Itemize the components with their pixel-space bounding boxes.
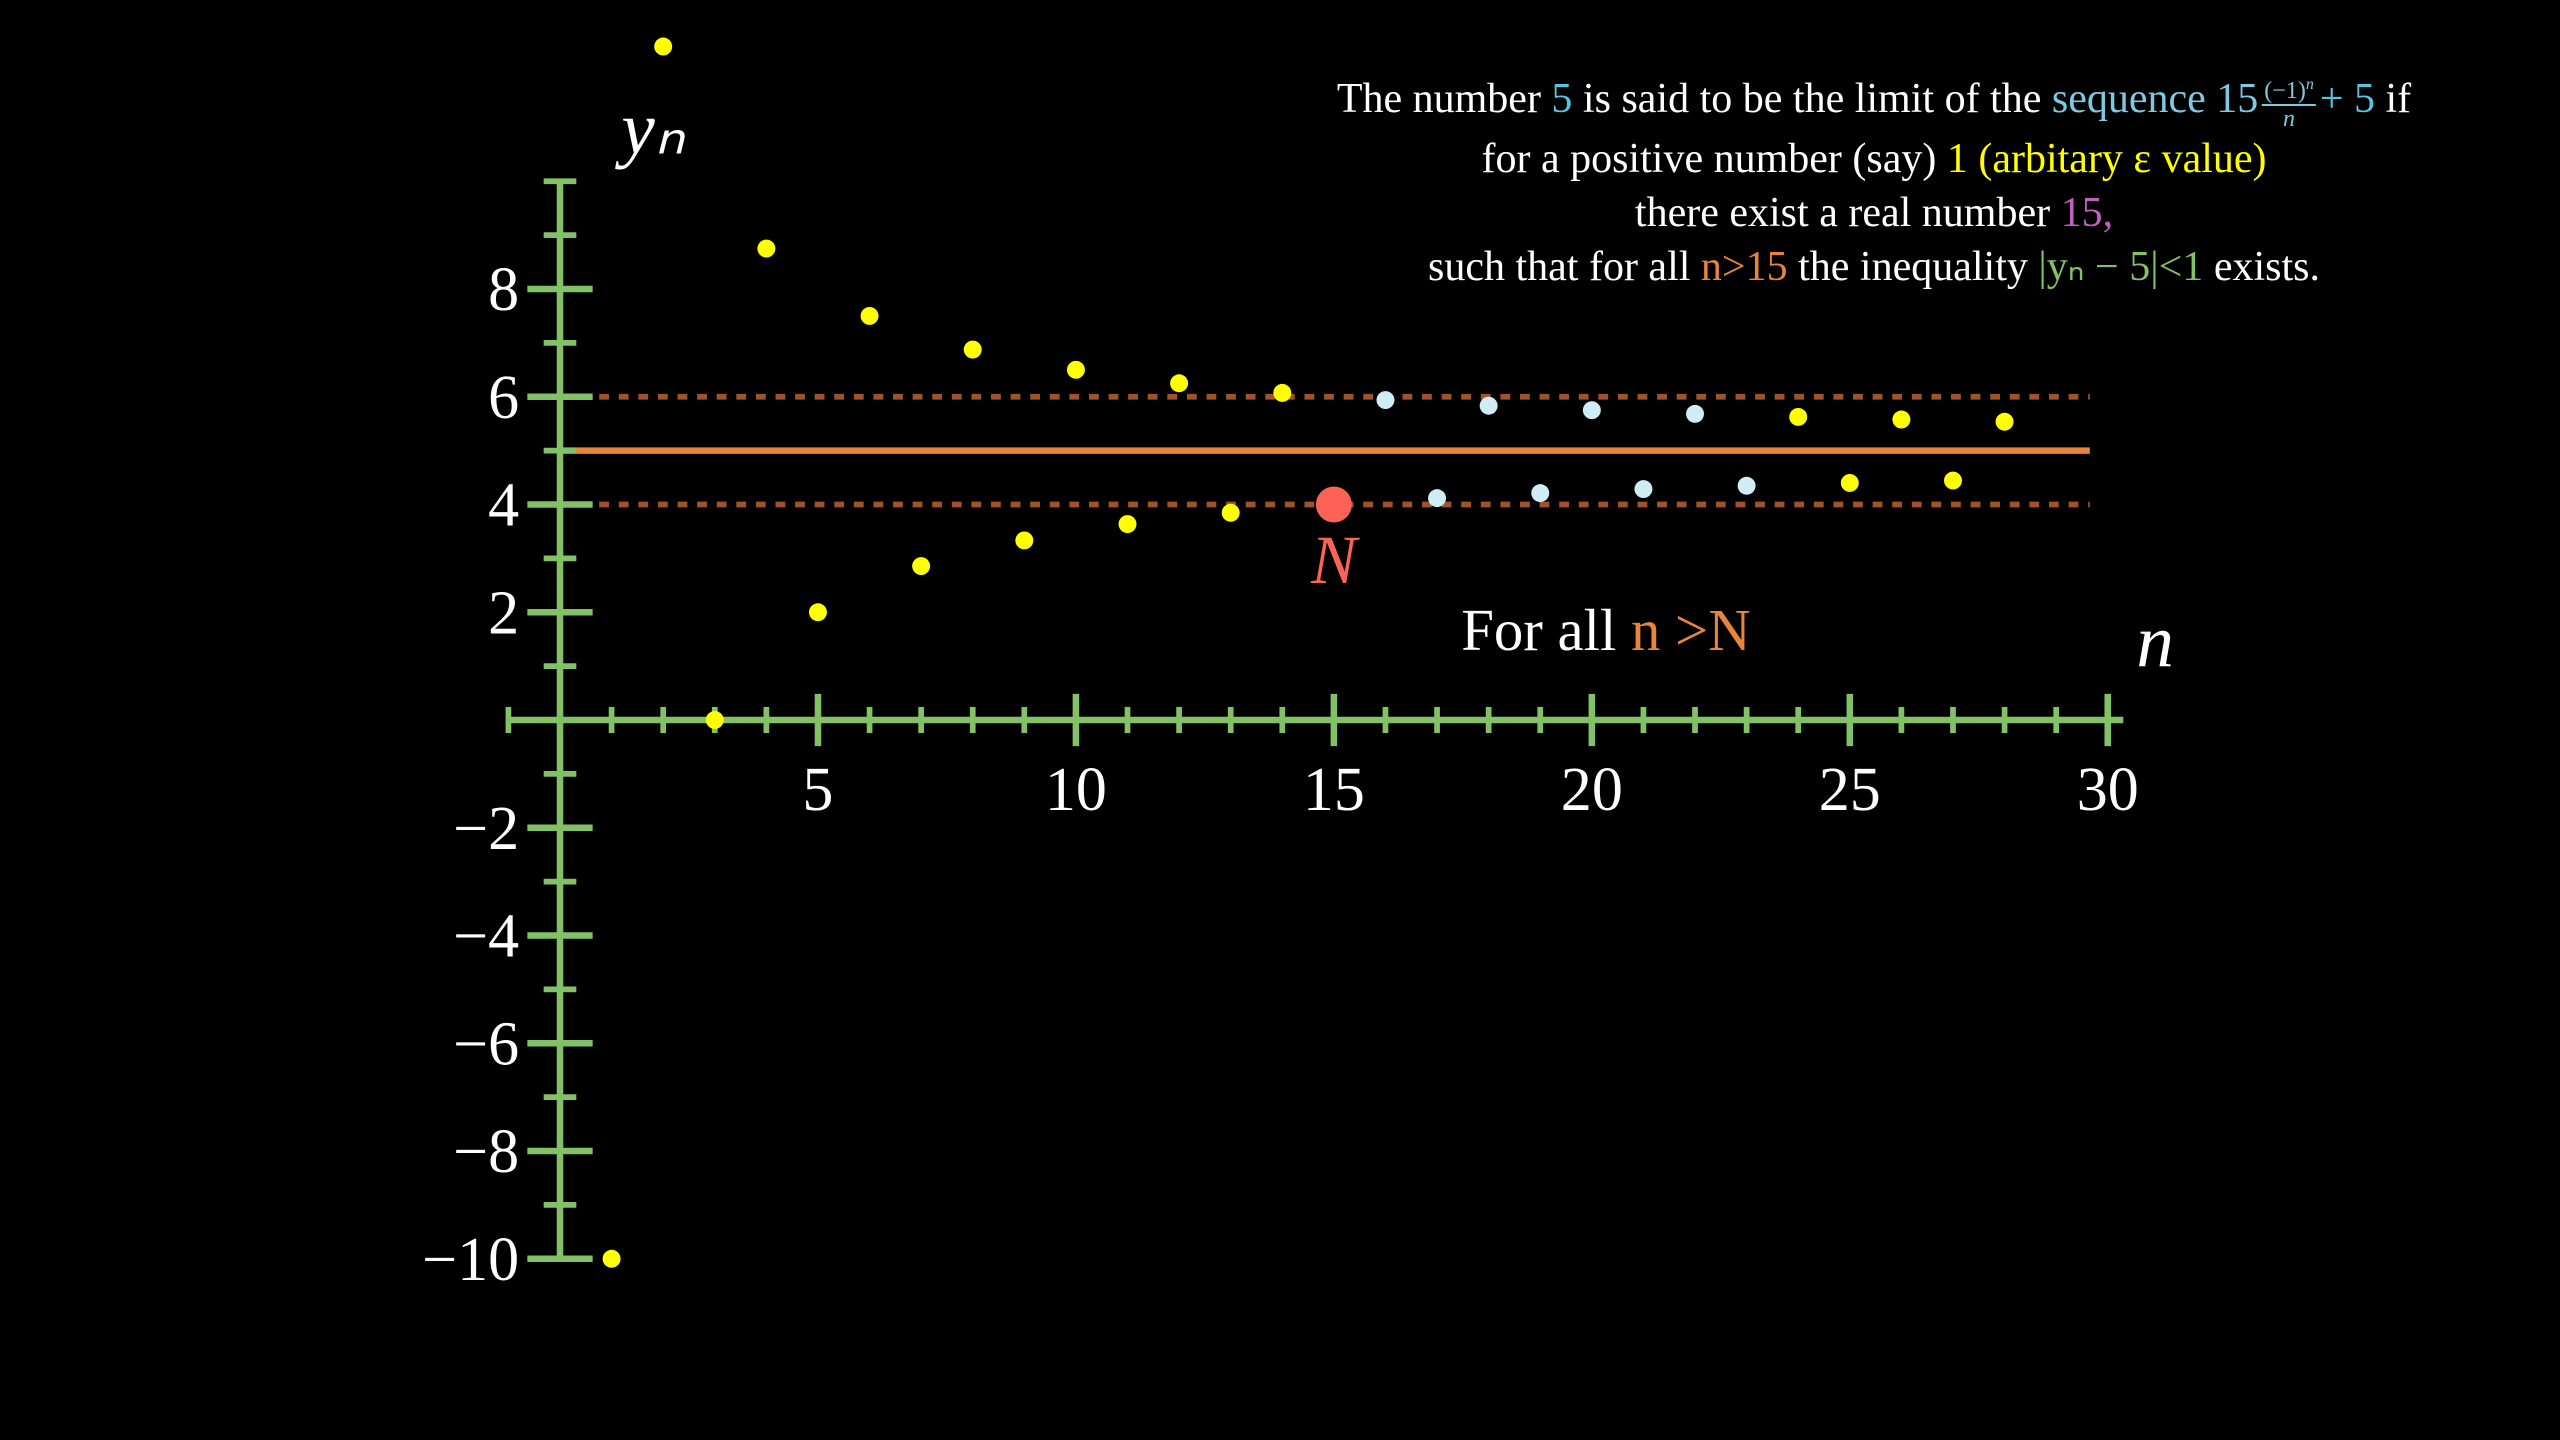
statement-part: for a positive number (say) (1481, 136, 1947, 183)
x-tick-label: 10 (1045, 756, 1107, 824)
x-axis-label: n (2136, 600, 2174, 683)
data-point (912, 557, 931, 576)
x-tick-label: 20 (1561, 756, 1623, 824)
y-tick-label: −4 (453, 903, 519, 971)
data-point (1789, 407, 1808, 426)
data-point (1015, 531, 1034, 550)
fraction: (−1)n n (2262, 72, 2316, 132)
y-tick-label: −2 (453, 795, 519, 863)
data-point (1066, 360, 1085, 379)
statement-part: exists. (2203, 244, 2320, 291)
data-point (963, 340, 982, 359)
y-tick-label: 2 (488, 579, 519, 647)
statement-part: such that for all (1427, 244, 1701, 291)
y-tick-label: 8 (488, 256, 519, 324)
highlight-label: N (1310, 522, 1360, 598)
numerator-text: (−1) (2264, 78, 2306, 105)
y-tick-label: −8 (453, 1118, 519, 1186)
statement-line: such that for all n>15 the inequality |y… (1337, 240, 2411, 294)
statement-part: there exist a real number (1634, 190, 2061, 237)
statement-part: sequence 15 (2051, 76, 2259, 122)
data-point (1995, 412, 2014, 431)
data-point (1943, 471, 1962, 490)
numerator-exponent: n (2305, 76, 2314, 94)
data-point (1118, 515, 1137, 534)
x-tick-label: 5 (802, 756, 833, 824)
y-tick-label: −6 (453, 1010, 519, 1078)
data-point (1479, 396, 1498, 415)
data-point (757, 239, 776, 258)
data-point (1428, 489, 1447, 508)
x-tick-label: 30 (2077, 756, 2139, 824)
data-point (1273, 383, 1292, 402)
statement-part: 15, (2060, 190, 2114, 237)
statement-part: n>15 (1700, 244, 1788, 291)
y-tick-label: 4 (488, 472, 519, 540)
data-point (860, 306, 879, 325)
data-point (1686, 404, 1704, 423)
statement-line: for a positive number (say) 1 (arbitary … (1337, 132, 2411, 186)
statement-part: + 5 (2319, 76, 2376, 122)
y-axis-label: yₙ (614, 87, 685, 170)
statement-part: if (2375, 76, 2412, 122)
data-point (1634, 480, 1653, 499)
data-point (1737, 476, 1756, 495)
data-point (705, 711, 724, 729)
x-tick-label: 25 (1819, 756, 1881, 824)
statement-part: The number (1336, 76, 1552, 122)
data-point (602, 1249, 621, 1268)
data-point (1840, 473, 1859, 492)
data-point (1170, 374, 1189, 393)
statement-part: |yₙ − 5|<1 (2038, 244, 2204, 291)
y-tick-label: −10 (422, 1226, 519, 1294)
statement-part: the inequality (1787, 244, 2039, 291)
statement-part: 1 (arbitary ε value) (1946, 136, 2267, 183)
data-point (1892, 410, 1911, 429)
data-point (1531, 484, 1550, 503)
data-point (1221, 503, 1240, 522)
statement-part: 5 (1551, 76, 1573, 122)
x-tick-label: 15 (1303, 756, 1365, 824)
statement-line: there exist a real number 15, (1337, 186, 2411, 240)
data-point (1582, 401, 1601, 420)
region-label: For all n >N (1461, 598, 1750, 663)
region-label-part: n >N (1631, 598, 1751, 663)
statement-line: The number 5 is said to be the limit of … (1337, 72, 2411, 132)
highlight-point (1315, 486, 1352, 523)
region-label-part: For all (1461, 598, 1631, 663)
definition-text: The number 5 is said to be the limit of … (1337, 72, 2411, 294)
fraction-denominator: n (2283, 106, 2296, 133)
y-tick-label: 6 (488, 364, 519, 432)
data-point (1376, 391, 1395, 410)
statement-part: is said to be the limit of the (1572, 76, 2052, 122)
data-point (808, 603, 827, 622)
data-point (654, 37, 673, 56)
fraction-numerator: (−1)n (2262, 72, 2316, 107)
